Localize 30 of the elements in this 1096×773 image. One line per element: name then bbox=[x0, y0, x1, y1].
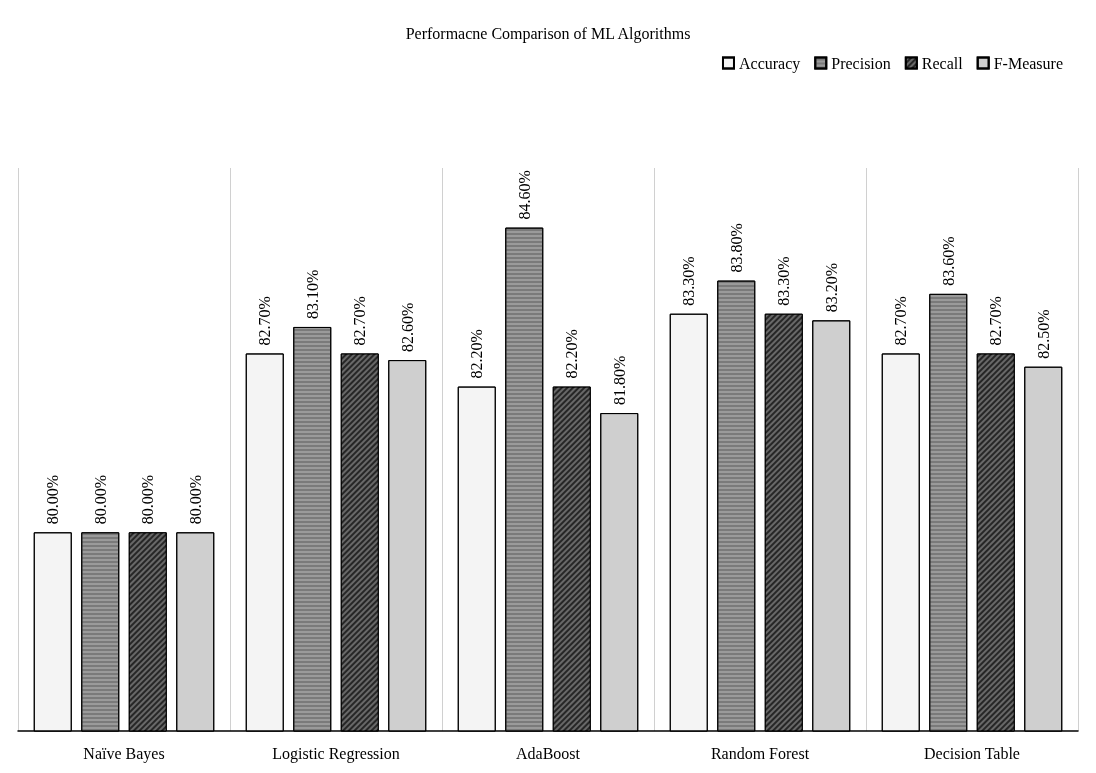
data-label: 83.80% bbox=[727, 223, 745, 273]
data-label: 82.60% bbox=[398, 302, 416, 353]
data-label: 80.00% bbox=[186, 474, 204, 525]
data-label: 82.70% bbox=[256, 296, 274, 346]
data-label: 84.60% bbox=[515, 170, 533, 220]
data-label: 82.70% bbox=[987, 296, 1005, 346]
data-label: 83.30% bbox=[775, 256, 793, 306]
x-tick-label: Logistic Regression bbox=[272, 744, 400, 763]
data-label: 80.00% bbox=[91, 474, 109, 525]
data-label: 82.70% bbox=[892, 296, 910, 346]
legend-label: Recall bbox=[921, 54, 964, 72]
chart-title: Performacne Comparison of ML Algorithms bbox=[405, 24, 691, 43]
x-tick-label: Naïve Bayes bbox=[83, 744, 165, 763]
data-label: 80.00% bbox=[44, 474, 62, 525]
legend-label: Precision bbox=[831, 54, 891, 72]
data-label: 82.20% bbox=[468, 329, 486, 379]
data-label: 83.20% bbox=[822, 263, 840, 313]
data-label: 83.60% bbox=[939, 236, 957, 286]
data-label: 80.00% bbox=[139, 474, 157, 525]
x-tick-label: Random Forest bbox=[710, 744, 810, 762]
data-label: 82.70% bbox=[351, 296, 369, 346]
x-tick-label: AdaBoost bbox=[516, 744, 581, 762]
legend-label: Accuracy bbox=[738, 54, 801, 73]
legend-label: F-Measure bbox=[993, 54, 1063, 72]
data-label: 82.20% bbox=[563, 329, 581, 379]
x-tick-label: Decision Table bbox=[924, 744, 1020, 762]
data-label: 81.80% bbox=[610, 355, 628, 406]
data-label: 83.30% bbox=[680, 256, 698, 306]
data-label: 83.10% bbox=[303, 269, 321, 319]
data-label: 82.50% bbox=[1034, 309, 1052, 359]
